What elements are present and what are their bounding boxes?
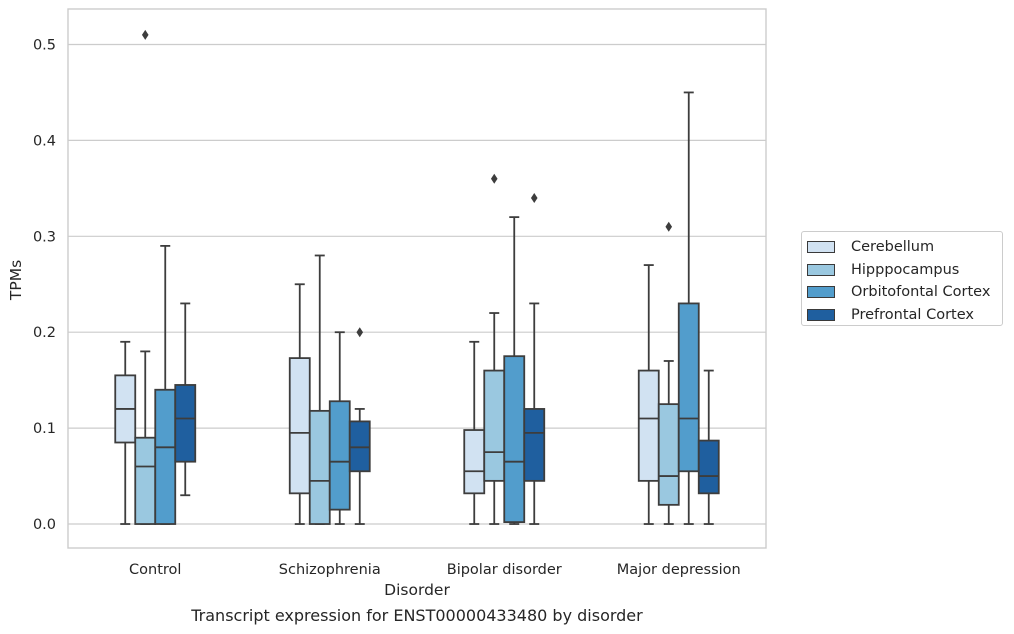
iqr-box xyxy=(523,408,546,482)
outlier-point xyxy=(665,221,673,232)
y-tick-label: 0.2 xyxy=(33,325,56,341)
legend-item: Hipppocampus xyxy=(807,259,1002,282)
box-cerebellum-bipolar-disorder xyxy=(463,340,486,525)
iqr-box xyxy=(134,436,157,525)
iqr-box xyxy=(483,369,506,482)
outlier-point xyxy=(530,192,538,203)
box-hipppocampus-bipolar-disorder xyxy=(483,173,506,525)
iqr-box xyxy=(308,409,331,525)
iqr-box xyxy=(154,388,177,525)
iqr-box xyxy=(348,420,371,473)
legend-item: Cerebellum xyxy=(807,236,1002,259)
box-prefrontal-cortex-bipolar-disorder xyxy=(523,192,546,525)
legend-swatch xyxy=(807,286,835,299)
legend-label: Orbitofontal Cortex xyxy=(851,284,991,301)
legend-item: Orbitofontal Cortex xyxy=(807,281,1002,304)
box-hipppocampus-schizophrenia xyxy=(308,254,331,525)
x-tick-label: Bipolar disorder xyxy=(447,562,562,578)
y-tick-label: 0.1 xyxy=(33,421,56,437)
box-cerebellum-control xyxy=(114,340,137,525)
x-axis-label: Disorder xyxy=(384,581,450,599)
legend-swatch xyxy=(807,309,835,322)
iqr-box xyxy=(463,429,486,495)
box-orbitofontal-cortex-schizophrenia xyxy=(328,331,351,525)
x-tick-labels: Control Schizophrenia Bipolar disorder Majo… xyxy=(129,562,741,578)
y-tick-labels: 0.0 0.1 0.2 0.3 0.4 0.5 xyxy=(33,37,56,533)
iqr-box xyxy=(503,355,526,524)
box-orbitofontal-cortex-control xyxy=(154,244,177,525)
iqr-box xyxy=(697,439,720,495)
legend-label: Hipppocampus xyxy=(851,261,960,278)
legend-swatch xyxy=(807,241,835,254)
iqr-box xyxy=(328,400,351,511)
box-cerebellum-major-depression xyxy=(637,264,660,525)
outlier-point xyxy=(356,327,364,338)
box-orbitofontal-cortex-major-depression xyxy=(677,91,700,525)
chart-caption: Transcript expression for ENST0000043348… xyxy=(191,606,643,625)
legend-label: Prefrontal Cortex xyxy=(851,307,974,324)
y-tick-label: 0.0 xyxy=(33,517,56,533)
y-tick-label: 0.3 xyxy=(33,229,56,245)
legend-label: Cerebellum xyxy=(851,239,935,256)
box-hipppocampus-control xyxy=(134,29,157,525)
iqr-box xyxy=(657,403,680,506)
box-prefrontal-cortex-major-depression xyxy=(697,369,720,525)
outlier-point xyxy=(490,173,498,184)
iqr-box xyxy=(637,369,660,482)
legend-item: Prefrontal Cortex xyxy=(807,304,1002,327)
box-layer xyxy=(114,29,720,525)
iqr-box xyxy=(677,302,700,473)
box-prefrontal-cortex-control xyxy=(174,302,197,497)
y-axis-label: TPMs xyxy=(7,260,25,301)
y-tick-label: 0.4 xyxy=(33,133,56,149)
box-cerebellum-schizophrenia xyxy=(288,283,311,525)
x-tick-label: Major depression xyxy=(617,562,741,578)
legend: Cerebellum Hipppocampus Orbitofontal Corte… xyxy=(801,231,1003,326)
box-prefrontal-cortex-schizophrenia xyxy=(348,327,371,525)
x-tick-label: Schizophrenia xyxy=(279,562,381,578)
outlier-point xyxy=(141,29,149,40)
box-hipppocampus-major-depression xyxy=(657,221,680,525)
iqr-box xyxy=(174,384,197,463)
box-orbitofontal-cortex-bipolar-disorder xyxy=(503,216,526,525)
x-tick-label: Control xyxy=(129,562,181,578)
legend-swatch xyxy=(807,263,835,276)
iqr-box xyxy=(288,357,311,495)
plot-area-frame xyxy=(67,8,767,549)
y-tick-label: 0.5 xyxy=(33,37,56,53)
